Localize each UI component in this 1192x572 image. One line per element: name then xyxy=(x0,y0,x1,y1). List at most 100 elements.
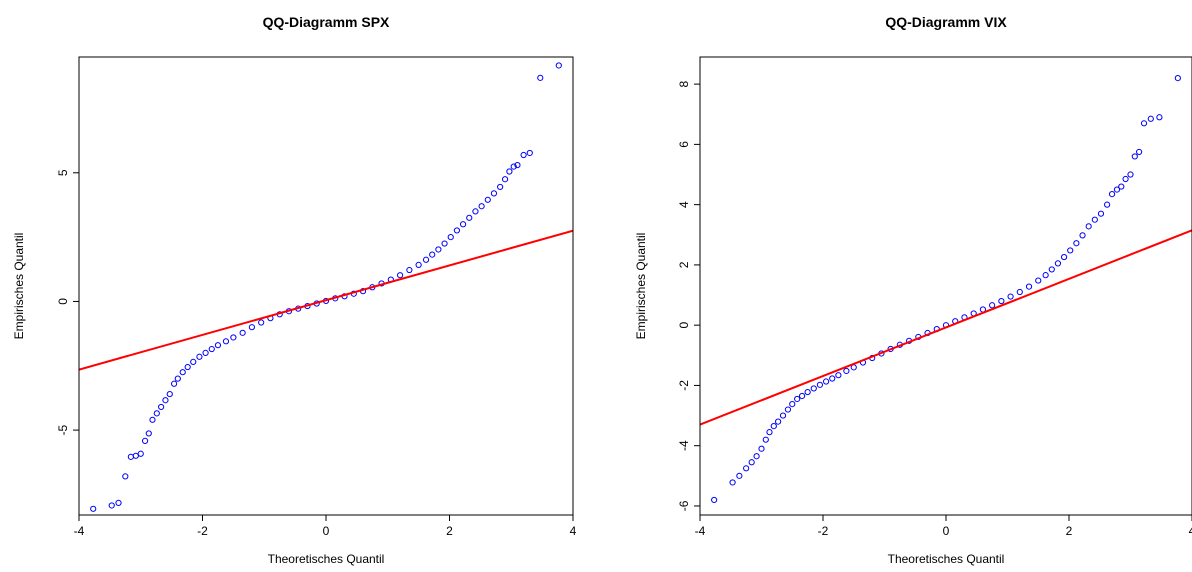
data-point xyxy=(779,412,787,419)
data-point xyxy=(1007,293,1014,300)
data-point xyxy=(822,378,830,385)
data-points xyxy=(90,62,562,512)
y-tick-label: 2 xyxy=(677,261,691,268)
data-point xyxy=(397,272,404,279)
data-point xyxy=(162,397,169,404)
data-point xyxy=(435,246,442,253)
x-tick-label: 0 xyxy=(323,524,330,538)
data-point xyxy=(1147,115,1154,122)
data-point xyxy=(526,149,533,157)
data-point xyxy=(1035,277,1042,284)
data-point xyxy=(127,453,134,460)
data-point xyxy=(736,472,743,479)
data-point xyxy=(711,496,718,504)
data-point xyxy=(145,430,152,437)
data-point xyxy=(179,369,186,376)
data-point xyxy=(484,196,491,203)
data-point xyxy=(758,445,765,452)
data-point xyxy=(406,266,413,274)
data-point xyxy=(501,176,509,183)
data-point xyxy=(453,227,461,234)
data-point xyxy=(132,452,139,459)
data-point xyxy=(196,353,203,360)
data-point xyxy=(153,410,160,417)
y-axis-label: Empirisches Quantil xyxy=(12,233,26,340)
data-point xyxy=(1136,148,1143,156)
data-point xyxy=(158,403,165,411)
data-point xyxy=(122,473,129,480)
data-point xyxy=(835,372,842,379)
data-point xyxy=(789,401,796,408)
data-point xyxy=(1097,210,1105,217)
data-point xyxy=(202,349,209,356)
data-point xyxy=(208,345,215,353)
y-tick-label: -4 xyxy=(677,440,691,451)
data-point xyxy=(804,388,811,396)
data-point xyxy=(762,436,769,443)
data-point xyxy=(497,183,504,191)
y-tick-label: 4 xyxy=(677,201,691,208)
x-tick-label: -2 xyxy=(197,524,208,538)
data-point xyxy=(1025,283,1033,290)
data-point xyxy=(478,203,485,210)
data-point xyxy=(190,358,197,366)
data-point xyxy=(214,342,222,349)
data-point xyxy=(441,240,448,247)
x-tick-label: -2 xyxy=(818,524,829,538)
y-tick-label: -6 xyxy=(677,500,691,511)
data-point xyxy=(1085,223,1092,230)
data-point xyxy=(514,161,521,169)
data-point xyxy=(766,429,773,436)
data-point xyxy=(422,256,430,263)
data-point xyxy=(490,190,498,197)
data-point xyxy=(1042,272,1049,279)
data-point xyxy=(472,208,479,215)
data-point xyxy=(174,375,181,382)
data-point xyxy=(729,479,736,486)
data-point xyxy=(1113,186,1121,193)
x-tick-label: 4 xyxy=(1189,524,1192,538)
data-point xyxy=(1016,288,1023,296)
data-point xyxy=(816,381,824,388)
data-point xyxy=(748,459,755,466)
data-point xyxy=(1127,171,1134,178)
x-tick-label: 4 xyxy=(570,524,577,538)
chart-title: QQ-Diagramm VIX xyxy=(885,14,1007,30)
data-point xyxy=(184,363,191,371)
x-tick-label: 2 xyxy=(446,524,453,538)
data-point xyxy=(230,334,237,341)
data-point xyxy=(989,302,996,309)
data-point xyxy=(108,502,115,509)
data-point xyxy=(784,406,792,413)
data-point xyxy=(1048,266,1055,273)
x-tick-label: -4 xyxy=(695,524,706,538)
data-point xyxy=(794,395,801,403)
data-point xyxy=(239,329,246,336)
data-point xyxy=(510,163,517,170)
chart-title: QQ-Diagramm SPX xyxy=(263,14,390,30)
data-point xyxy=(798,392,806,400)
data-point xyxy=(843,367,850,375)
data-point xyxy=(1091,216,1098,223)
data-point xyxy=(1054,260,1062,267)
data-point xyxy=(466,214,473,221)
y-tick-label: 8 xyxy=(677,80,691,87)
data-point xyxy=(1060,253,1068,261)
data-point xyxy=(90,505,97,512)
y-tick-label: 6 xyxy=(677,141,691,148)
reference-line xyxy=(700,229,1192,426)
y-tick-label: -2 xyxy=(677,380,691,391)
x-tick-label: 0 xyxy=(943,524,950,538)
data-point xyxy=(1079,232,1086,239)
data-points xyxy=(711,74,1181,504)
data-point xyxy=(459,221,467,228)
data-point xyxy=(1108,190,1116,198)
data-point xyxy=(1118,183,1125,190)
qq-plot-spx: QQ-Diagramm SPX Theoretisches Quantil Empi… xyxy=(12,14,577,566)
data-point xyxy=(447,234,454,241)
y-tick-label: 0 xyxy=(677,322,691,329)
data-point xyxy=(770,423,777,430)
x-axis-label: Theoretisches Quantil xyxy=(888,552,1005,566)
data-point xyxy=(222,338,230,345)
data-point xyxy=(137,450,144,457)
